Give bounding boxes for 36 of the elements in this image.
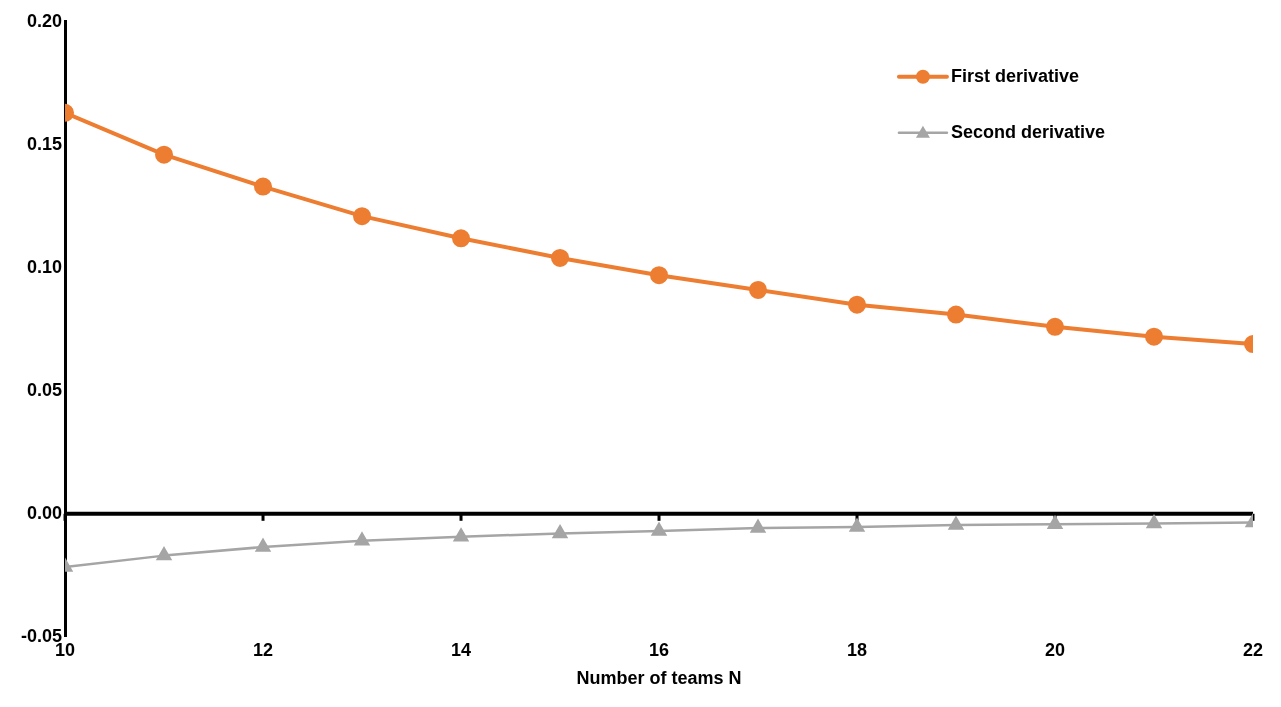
x-tick-label: 14 — [451, 639, 472, 660]
point — [651, 522, 667, 536]
x-axis-title: Number of teams N — [576, 668, 742, 689]
point — [452, 229, 471, 248]
legend-label: First derivative — [950, 65, 1079, 86]
x-tick-label: 16 — [649, 639, 670, 660]
point — [848, 295, 867, 314]
point — [1145, 327, 1163, 346]
point — [552, 525, 568, 539]
point — [453, 528, 469, 542]
point — [1146, 515, 1162, 529]
point — [155, 145, 174, 164]
legend-label: Second derivative — [950, 121, 1106, 142]
point — [254, 177, 273, 196]
y-tick-label: 0.10 — [26, 256, 63, 277]
point — [255, 538, 271, 552]
x-tick-label: 22 — [1242, 639, 1264, 660]
point — [849, 518, 865, 532]
y-tick-label: 0.20 — [26, 10, 63, 31]
point — [354, 532, 370, 546]
point — [749, 280, 768, 299]
y-tick-label: 0.15 — [26, 133, 63, 154]
point — [948, 516, 964, 530]
point — [947, 305, 966, 324]
point — [750, 519, 766, 533]
point — [156, 547, 172, 561]
point — [353, 207, 372, 226]
point — [1046, 317, 1065, 336]
x-tick-label: 18 — [846, 639, 868, 660]
y-tick-label: 0.00 — [26, 502, 63, 523]
x-tick-label: 20 — [1044, 639, 1066, 660]
point — [650, 266, 669, 285]
point — [551, 248, 570, 267]
y-tick-label: 0.05 — [26, 379, 63, 400]
point — [1047, 515, 1063, 529]
x-tick-label: 12 — [253, 639, 274, 660]
